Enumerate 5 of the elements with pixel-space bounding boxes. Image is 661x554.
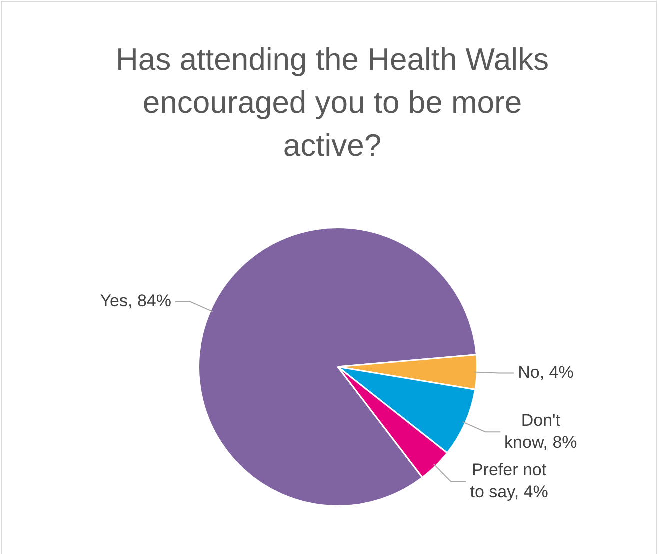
chart-title: Has attending the Health Walks encouraged you to be more active? <box>114 41 550 165</box>
slice-label: Don't know, 8% <box>504 410 578 452</box>
slice-label: No, 4% <box>518 362 574 382</box>
slice-label: Yes, 84% <box>100 292 172 311</box>
slice-label: Prefer not to say, 4% <box>470 460 548 502</box>
